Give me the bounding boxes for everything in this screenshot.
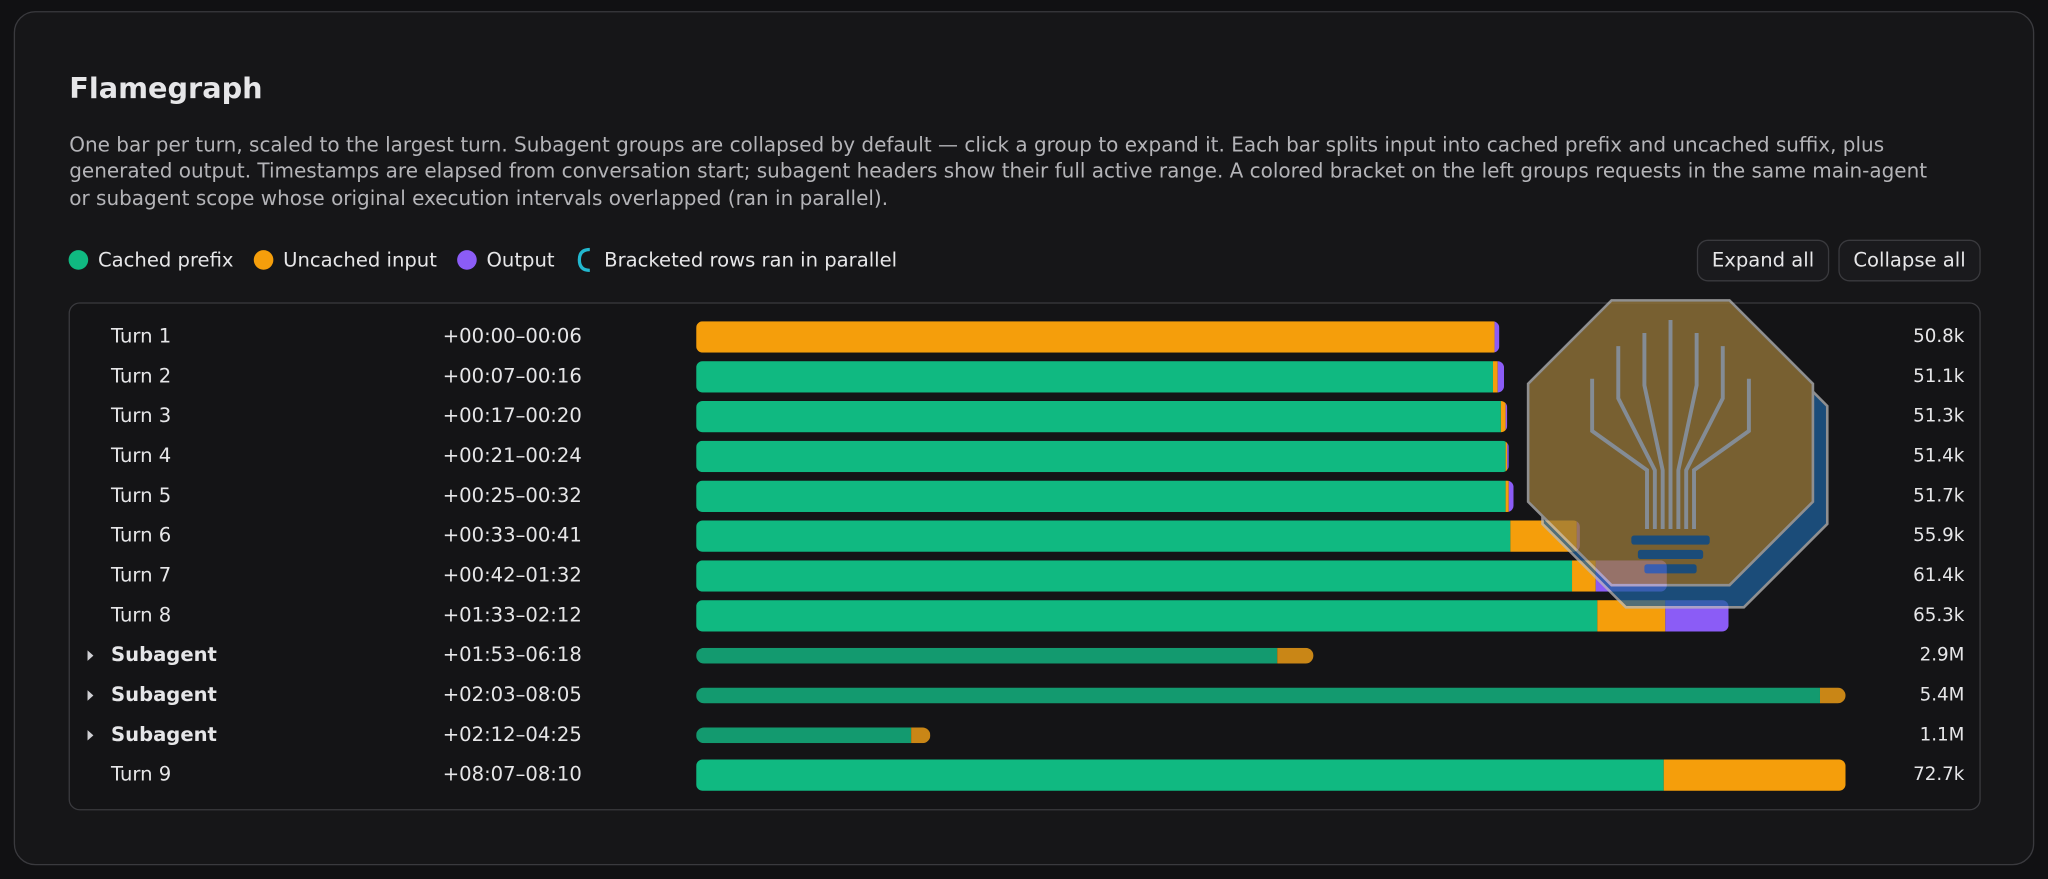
- expand-caret[interactable]: [87, 730, 94, 741]
- button-label[interactable]: Expand all: [1712, 249, 1814, 272]
- bar-segment: [696, 321, 1495, 353]
- bar-segment: [1494, 321, 1500, 353]
- legend-label: Bracketed rows ran in parallel: [604, 249, 897, 272]
- button[interactable]: [1838, 239, 1981, 282]
- row-label: Turn 3: [110, 404, 171, 427]
- bar-segment: [1505, 480, 1509, 512]
- row-label: Turn 5: [110, 484, 171, 507]
- bar-segment: [1277, 647, 1314, 664]
- bar-segment: [1492, 361, 1498, 393]
- bar-segment: [696, 600, 1598, 632]
- title: Flamegraph: [69, 71, 262, 105]
- bar-segment: [696, 480, 1506, 512]
- legend-dot: [457, 250, 477, 270]
- bar-segment: [696, 727, 912, 744]
- legend-dot: [253, 250, 274, 270]
- row-time: +02:03–08:05: [443, 683, 582, 706]
- bar-segment: [1507, 440, 1509, 473]
- bar-segment: [1505, 400, 1508, 433]
- row-time: +00:17–00:20: [443, 404, 582, 427]
- row-time: +00:42–01:32: [443, 563, 582, 586]
- bar-segment: [1663, 759, 1846, 791]
- legend-label: Uncached input: [283, 249, 437, 272]
- bar-segment: [1497, 361, 1505, 393]
- legend-bracket: [577, 247, 590, 272]
- row-label: Turn 2: [110, 364, 171, 387]
- legend-dot: [68, 250, 89, 270]
- row-total: 51.3k: [1913, 406, 1965, 427]
- expand-caret[interactable]: [87, 650, 94, 661]
- row-total: 72.7k: [1913, 764, 1965, 785]
- bar-segment: [1819, 687, 1846, 704]
- row-total: 1.1M: [1920, 724, 1965, 745]
- bar-segment: [696, 687, 1820, 704]
- bar-segment: [696, 400, 1501, 433]
- legend-label: Cached prefix: [98, 249, 234, 272]
- row-label[interactable]: Subagent: [111, 643, 217, 666]
- row-label: Turn 9: [110, 763, 171, 786]
- row-label: Turn 4: [110, 444, 171, 467]
- bar-segment: [1505, 440, 1508, 473]
- bar-segment: [696, 520, 1511, 552]
- row-total: 50.8k: [1913, 326, 1965, 347]
- overlay-icon: [1526, 299, 1829, 609]
- row-total: 51.4k: [1913, 445, 1965, 466]
- row-label: Turn 7: [110, 563, 171, 586]
- row-label: Turn 8: [110, 603, 171, 626]
- row-total: 61.4k: [1913, 565, 1965, 586]
- row-total: 51.1k: [1913, 366, 1965, 387]
- row-total: 55.9k: [1913, 525, 1965, 546]
- row-label[interactable]: Subagent: [111, 683, 217, 706]
- bar-segment: [696, 759, 1664, 791]
- row-time: +08:07–08:10: [443, 763, 582, 786]
- expand-caret[interactable]: [87, 690, 94, 701]
- row-total: 5.4M: [1920, 684, 1965, 705]
- row-time: +00:21–00:24: [443, 444, 582, 467]
- row-time: +00:07–00:16: [443, 364, 582, 387]
- bar-segment: [1508, 480, 1514, 512]
- bar-segment: [696, 361, 1493, 393]
- row-total: 2.9M: [1920, 645, 1965, 666]
- row-total: 65.3k: [1913, 605, 1965, 626]
- button[interactable]: [1696, 239, 1830, 282]
- row-time: +00:00–00:06: [443, 324, 582, 347]
- bar-segment: [696, 440, 1506, 473]
- row-total: 51.7k: [1913, 485, 1965, 506]
- bar-segment: [696, 560, 1573, 592]
- description: One bar per turn, scaled to the largest …: [69, 133, 1928, 211]
- row-time: +01:33–02:12: [443, 603, 582, 626]
- button-label[interactable]: Collapse all: [1853, 249, 1965, 272]
- description-box: One bar per turn, scaled to the largest …: [69, 133, 1928, 211]
- legend-label: Output: [487, 249, 555, 272]
- row-time: +01:53–06:18: [443, 643, 582, 666]
- row-label: Turn 6: [110, 524, 171, 547]
- bar-segment: [1500, 400, 1506, 433]
- row-label[interactable]: Subagent: [111, 723, 217, 746]
- bar-segment: [911, 727, 931, 744]
- row-time: +02:12–04:25: [443, 723, 582, 746]
- row-time: +00:33–00:41: [443, 524, 582, 547]
- row-time: +00:25–00:32: [443, 484, 582, 507]
- row-label: Turn 1: [110, 324, 171, 347]
- bar-segment: [696, 647, 1278, 664]
